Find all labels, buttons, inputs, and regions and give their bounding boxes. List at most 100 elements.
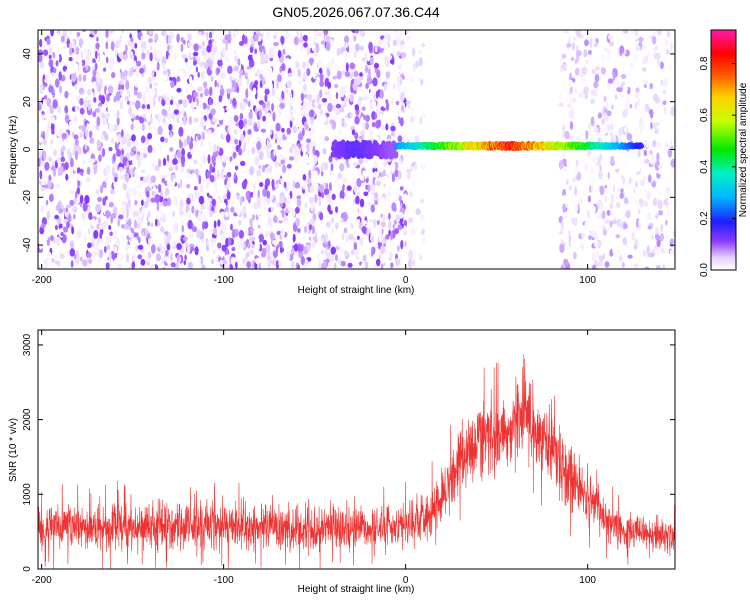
spectrogram-trace-cell <box>394 151 399 158</box>
spectrogram-cell <box>125 173 130 183</box>
spectrogram-cell <box>340 106 344 113</box>
spectrogram-cell <box>344 71 351 78</box>
spectrogram-cell <box>240 263 243 269</box>
spectrogram-cell <box>642 79 649 85</box>
spectrogram-cell <box>216 105 220 113</box>
spectrogram-cell <box>112 124 118 132</box>
spectrogram-cell <box>638 112 645 118</box>
spectrogram-cell <box>206 170 212 179</box>
spectrogram-cell <box>206 104 211 110</box>
spectrogram-cell <box>375 180 381 186</box>
spectrogram-cell <box>588 177 594 187</box>
spectrogram-cell <box>574 58 578 65</box>
spectrogram-cell <box>585 130 589 140</box>
spectrogram-cell <box>589 38 593 49</box>
spectrogram-cell <box>311 42 315 52</box>
spectrogram-cell <box>183 138 188 147</box>
spectrogram-cell <box>55 60 59 67</box>
spectrogram-cell <box>395 257 400 266</box>
spectrogram-cell <box>58 71 62 81</box>
spectrogram-cell <box>139 67 144 74</box>
spectrogram-cell <box>56 156 61 164</box>
spectrogram-cell <box>61 132 67 140</box>
spectrogram-cell <box>64 161 69 171</box>
spectrogram-cell <box>237 219 242 226</box>
spectrogram-cell <box>211 198 216 207</box>
spectrogram-cell <box>303 246 308 255</box>
spectrogram-cell <box>204 250 209 261</box>
spectrogram-cell <box>407 258 413 269</box>
spectrogram-cell <box>330 163 334 171</box>
spectrogram-cell <box>247 118 253 127</box>
spectrogram-cell <box>225 133 231 143</box>
snr-data <box>38 354 675 569</box>
spectrogram-cell <box>347 262 353 268</box>
spectrogram-cell <box>379 112 383 122</box>
spectrogram-cell <box>207 220 213 225</box>
spectrogram-cell <box>236 86 240 93</box>
spectrogram-cell <box>195 66 199 73</box>
spectrogram-cell <box>245 190 250 200</box>
spectrogram-cell <box>151 190 155 197</box>
spectrogram-cell <box>389 59 395 65</box>
spectrogram-cell <box>160 246 165 255</box>
spectrogram-cell <box>266 190 271 199</box>
spectrogram-cell <box>665 233 668 240</box>
spectrogram-cell <box>130 123 134 131</box>
spectrogram-cell <box>588 122 592 130</box>
spectrogram-cell <box>249 166 255 176</box>
spectrogram-cell <box>162 266 166 269</box>
spectrogram-cell <box>338 62 344 68</box>
spectrogram-cell <box>62 42 67 47</box>
spectrogram-cell <box>279 154 285 159</box>
spectrogram-cell <box>122 183 128 191</box>
y-tick-label: 2000 <box>22 408 33 431</box>
spectrogram-cell <box>64 90 69 99</box>
spectrogram-cell <box>50 235 54 242</box>
spectrogram-cell <box>203 221 209 230</box>
spectrogram-cell <box>146 104 151 110</box>
spectrogram-cell <box>352 209 357 215</box>
spectrogram-cell <box>208 98 213 106</box>
colorbar-tick-label: 0.8 <box>699 56 710 70</box>
y-tick-label: -40 <box>22 237 33 252</box>
spectrogram-cell <box>421 235 427 244</box>
spectrogram-cell <box>291 143 296 149</box>
spectrogram-cell <box>400 239 404 250</box>
spectrogram-cell <box>361 84 366 93</box>
spectrogram-cell <box>595 108 599 117</box>
spectrogram-cell <box>651 234 654 240</box>
spectrogram-cell <box>233 115 239 122</box>
spectrogram-cell <box>232 151 237 159</box>
spectrogram-cell <box>197 71 200 78</box>
spectrogram-cell <box>395 100 400 106</box>
spectrogram-cell <box>96 116 101 127</box>
spectrogram-cell <box>330 92 335 102</box>
spectrogram-cell <box>116 116 120 126</box>
spectrogram-cell <box>646 212 652 221</box>
spectrogram-cell <box>121 206 125 216</box>
spectrogram-cell <box>265 230 269 238</box>
spectrogram-cell <box>256 137 261 142</box>
spectrogram-cell <box>349 94 354 103</box>
spectrogram-cell <box>339 249 344 254</box>
spectrogram-cell <box>60 232 64 237</box>
spectrogram-cell <box>156 50 161 60</box>
spectrogram-cell <box>314 38 319 44</box>
spectrogram-cell <box>623 223 628 229</box>
spectrogram-cell <box>206 244 210 252</box>
spectrogram-cell <box>298 245 304 252</box>
spectrogram-cell <box>95 150 100 156</box>
spectrogram-cell <box>304 201 308 209</box>
spectrogram-cell <box>89 130 93 139</box>
spectrogram-cell <box>266 100 271 109</box>
spectrogram-cell <box>587 210 590 219</box>
spectrogram-cell <box>136 91 142 100</box>
spectrogram-cell <box>249 248 254 255</box>
spectrogram-cell <box>75 138 79 146</box>
spectrogram-cell <box>568 79 573 88</box>
spectrogram-cell <box>176 87 182 93</box>
spectrogram-cell <box>56 32 60 41</box>
spectrogram-cell <box>168 123 173 131</box>
spectrogram-cell <box>148 38 153 43</box>
